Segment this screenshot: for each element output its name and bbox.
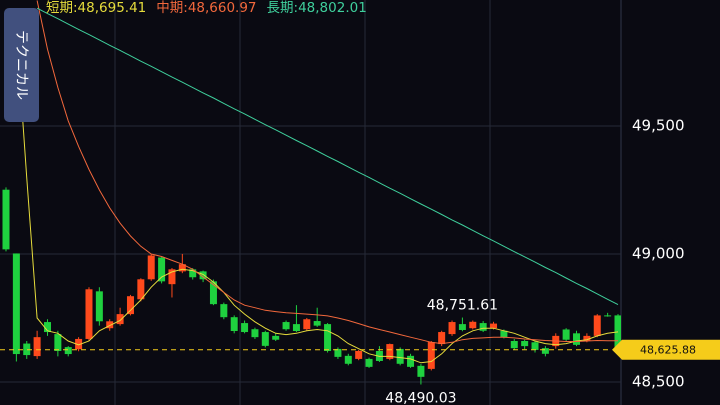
candle-body xyxy=(230,317,238,332)
candle-body xyxy=(106,321,114,329)
candle-body xyxy=(292,324,300,332)
candle-body xyxy=(241,323,249,333)
candle-body xyxy=(604,315,612,317)
candle-body xyxy=(75,338,83,350)
y-tick-label: 49,000 xyxy=(632,244,685,262)
high-label: 48,751.61 xyxy=(427,298,498,314)
ma-line xyxy=(36,0,619,345)
y-tick-label: 49,500 xyxy=(632,116,685,134)
candle-body xyxy=(396,348,404,364)
candle-body xyxy=(116,314,124,325)
candle-body xyxy=(282,322,290,330)
legend-entry: 短期:48,695.41 xyxy=(46,0,146,16)
candle-body xyxy=(12,253,20,355)
candle-body xyxy=(510,340,518,349)
candle-body xyxy=(355,350,363,359)
candle-body xyxy=(562,329,570,340)
candle-body xyxy=(95,291,103,322)
ma-line xyxy=(36,7,619,306)
candle-body xyxy=(147,255,155,280)
candle-body xyxy=(448,322,456,335)
candle-body xyxy=(178,264,186,272)
candle-body xyxy=(189,269,197,278)
tab[interactable] xyxy=(4,8,39,122)
candle-body xyxy=(531,342,539,350)
candle-body xyxy=(199,271,207,280)
candle-body xyxy=(573,333,581,345)
current-price-tag xyxy=(612,339,720,360)
y-tick-label: 48,500 xyxy=(632,372,685,390)
candle-body xyxy=(33,337,41,357)
candle-body xyxy=(500,330,508,338)
candle-body xyxy=(2,189,10,250)
candle-body xyxy=(168,269,176,285)
legend-entry: 中期:48,660.97 xyxy=(156,0,256,16)
candle-body xyxy=(344,355,352,364)
candle-body xyxy=(417,365,425,377)
candle-body xyxy=(469,321,477,329)
candle-body xyxy=(334,348,342,357)
candle-body xyxy=(313,321,321,326)
candle-body xyxy=(303,319,311,330)
candle-body xyxy=(43,322,51,333)
candle-body xyxy=(365,358,373,367)
candle-body xyxy=(614,315,621,350)
candle-body xyxy=(64,347,72,355)
candle-body xyxy=(251,329,259,338)
candle-body xyxy=(386,344,394,359)
candle-body xyxy=(541,348,549,354)
candle-body xyxy=(220,304,228,318)
ma-line xyxy=(15,28,619,364)
candle-body xyxy=(23,343,31,356)
candle-body xyxy=(324,324,332,351)
candle-body xyxy=(137,279,145,300)
candle-body xyxy=(521,340,529,347)
low-label: 48,490.03 xyxy=(385,391,456,405)
candle-body xyxy=(126,296,134,315)
candle-body xyxy=(593,315,601,336)
candle-body xyxy=(54,334,62,351)
candle-body xyxy=(438,332,446,345)
candle-body xyxy=(261,332,269,346)
candle-body xyxy=(479,323,487,331)
candle-body xyxy=(583,335,591,341)
plot-area xyxy=(2,0,621,385)
legend-entry: 長期:48,802.01 xyxy=(267,0,367,16)
candle-body xyxy=(490,323,498,329)
candle-body xyxy=(458,324,466,330)
candle-body xyxy=(272,335,280,340)
candle-body xyxy=(85,289,93,339)
candle-body xyxy=(427,342,435,369)
candle-body xyxy=(209,281,217,305)
current-price-label: 48,625.88 xyxy=(640,344,696,357)
candle-body xyxy=(158,257,166,282)
candle-body xyxy=(407,355,415,367)
tab-label[interactable]: テクニカル xyxy=(13,30,29,100)
